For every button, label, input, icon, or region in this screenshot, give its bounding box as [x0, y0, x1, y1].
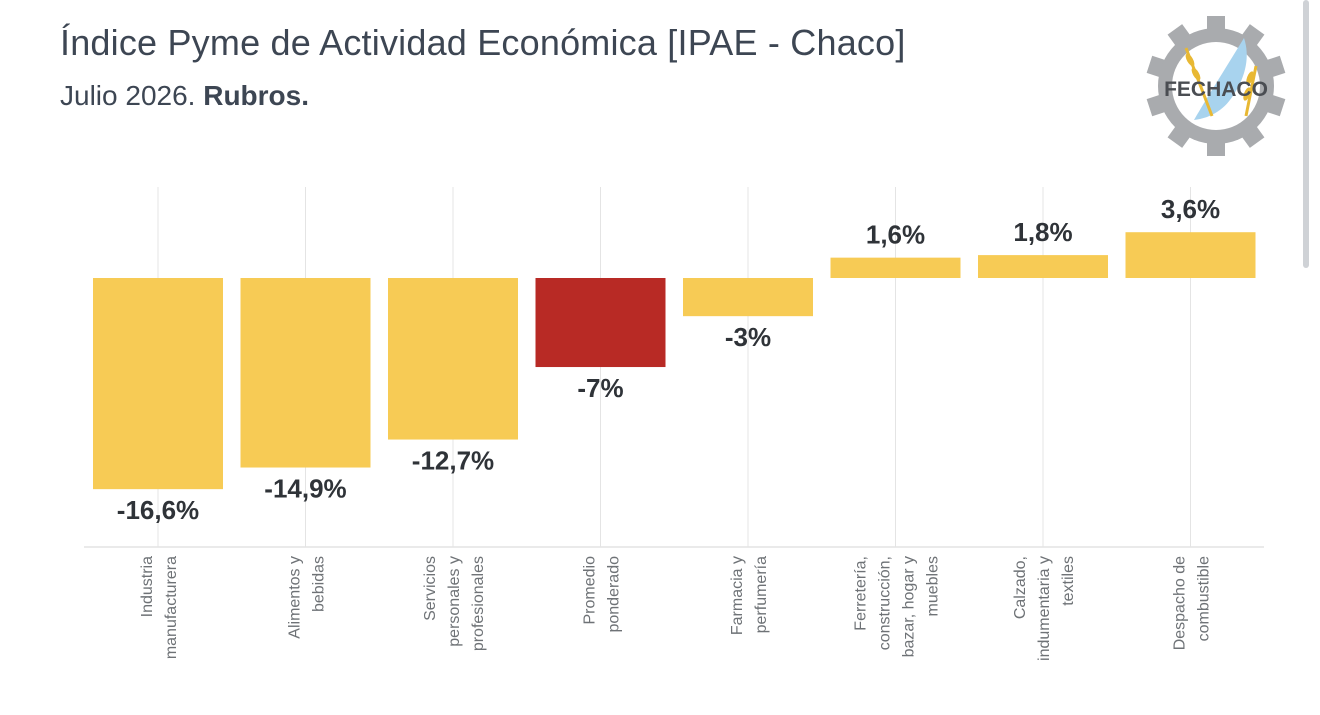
- chart-category-labels: Industria manufacturera Alimentos y bebidas…: [139, 556, 1213, 661]
- subtitle-period: Julio 2026.: [60, 80, 196, 111]
- bar: [830, 257, 961, 278]
- bar: [93, 278, 223, 490]
- category-label: indumentaria y: [1036, 556, 1053, 661]
- bar: [683, 278, 813, 317]
- logo-text: FECHACO: [1164, 78, 1268, 101]
- category-label: Ferretería,: [853, 556, 870, 631]
- data-label: -7%: [577, 373, 623, 403]
- gear-wheat-logo-icon: [1146, 16, 1286, 156]
- category-label: Alimentos y: [287, 556, 304, 639]
- category-label: construcción,: [877, 556, 894, 650]
- category-label: personales y: [446, 556, 463, 647]
- chart-title: Índice Pyme de Actividad Económica [IPAE…: [60, 22, 906, 63]
- category-label: Despacho de: [1172, 556, 1189, 650]
- category-label: muebles: [925, 556, 942, 616]
- category-label: Servicios: [422, 556, 439, 621]
- category-label: Calzado,: [1012, 556, 1029, 619]
- category-label: combustible: [1196, 556, 1213, 641]
- category-label: textiles: [1060, 556, 1077, 606]
- category-label: bebidas: [311, 556, 328, 612]
- chart-value-labels: -16,6% -14,9% -12,7% -7% -3% 1,6% 1,8% 3,6%: [117, 194, 1220, 525]
- category-label: bazar, hogar y: [901, 556, 918, 657]
- category-label: Farmacia y: [729, 556, 746, 635]
- category-label: ponderado: [606, 556, 623, 633]
- category-label: Industria: [139, 556, 156, 617]
- category-label: perfumería: [753, 556, 770, 633]
- category-label: manufacturera: [163, 556, 180, 659]
- data-label: 1,6%: [866, 220, 925, 250]
- category-label: Promedio: [582, 556, 599, 625]
- data-label: 1,8%: [1013, 217, 1072, 247]
- data-label: -3%: [725, 322, 771, 352]
- bar: [978, 255, 1108, 278]
- bar: [535, 278, 666, 368]
- fechaco-logo: FECHACO: [1146, 16, 1286, 156]
- subtitle-bold: Rubros.: [203, 80, 309, 111]
- chart-subtitle: Julio 2026. Rubros.: [60, 80, 309, 112]
- data-label: -12,7%: [412, 446, 494, 476]
- data-label: -16,6%: [117, 495, 199, 525]
- chart-bars: [93, 232, 1256, 490]
- bar: [1125, 232, 1256, 278]
- data-label: 3,6%: [1161, 194, 1220, 224]
- bar: [388, 278, 518, 440]
- bar: [240, 278, 371, 468]
- data-label: -14,9%: [264, 474, 346, 504]
- category-label: profesionales: [470, 556, 487, 651]
- page-scrollbar[interactable]: [1303, 0, 1309, 268]
